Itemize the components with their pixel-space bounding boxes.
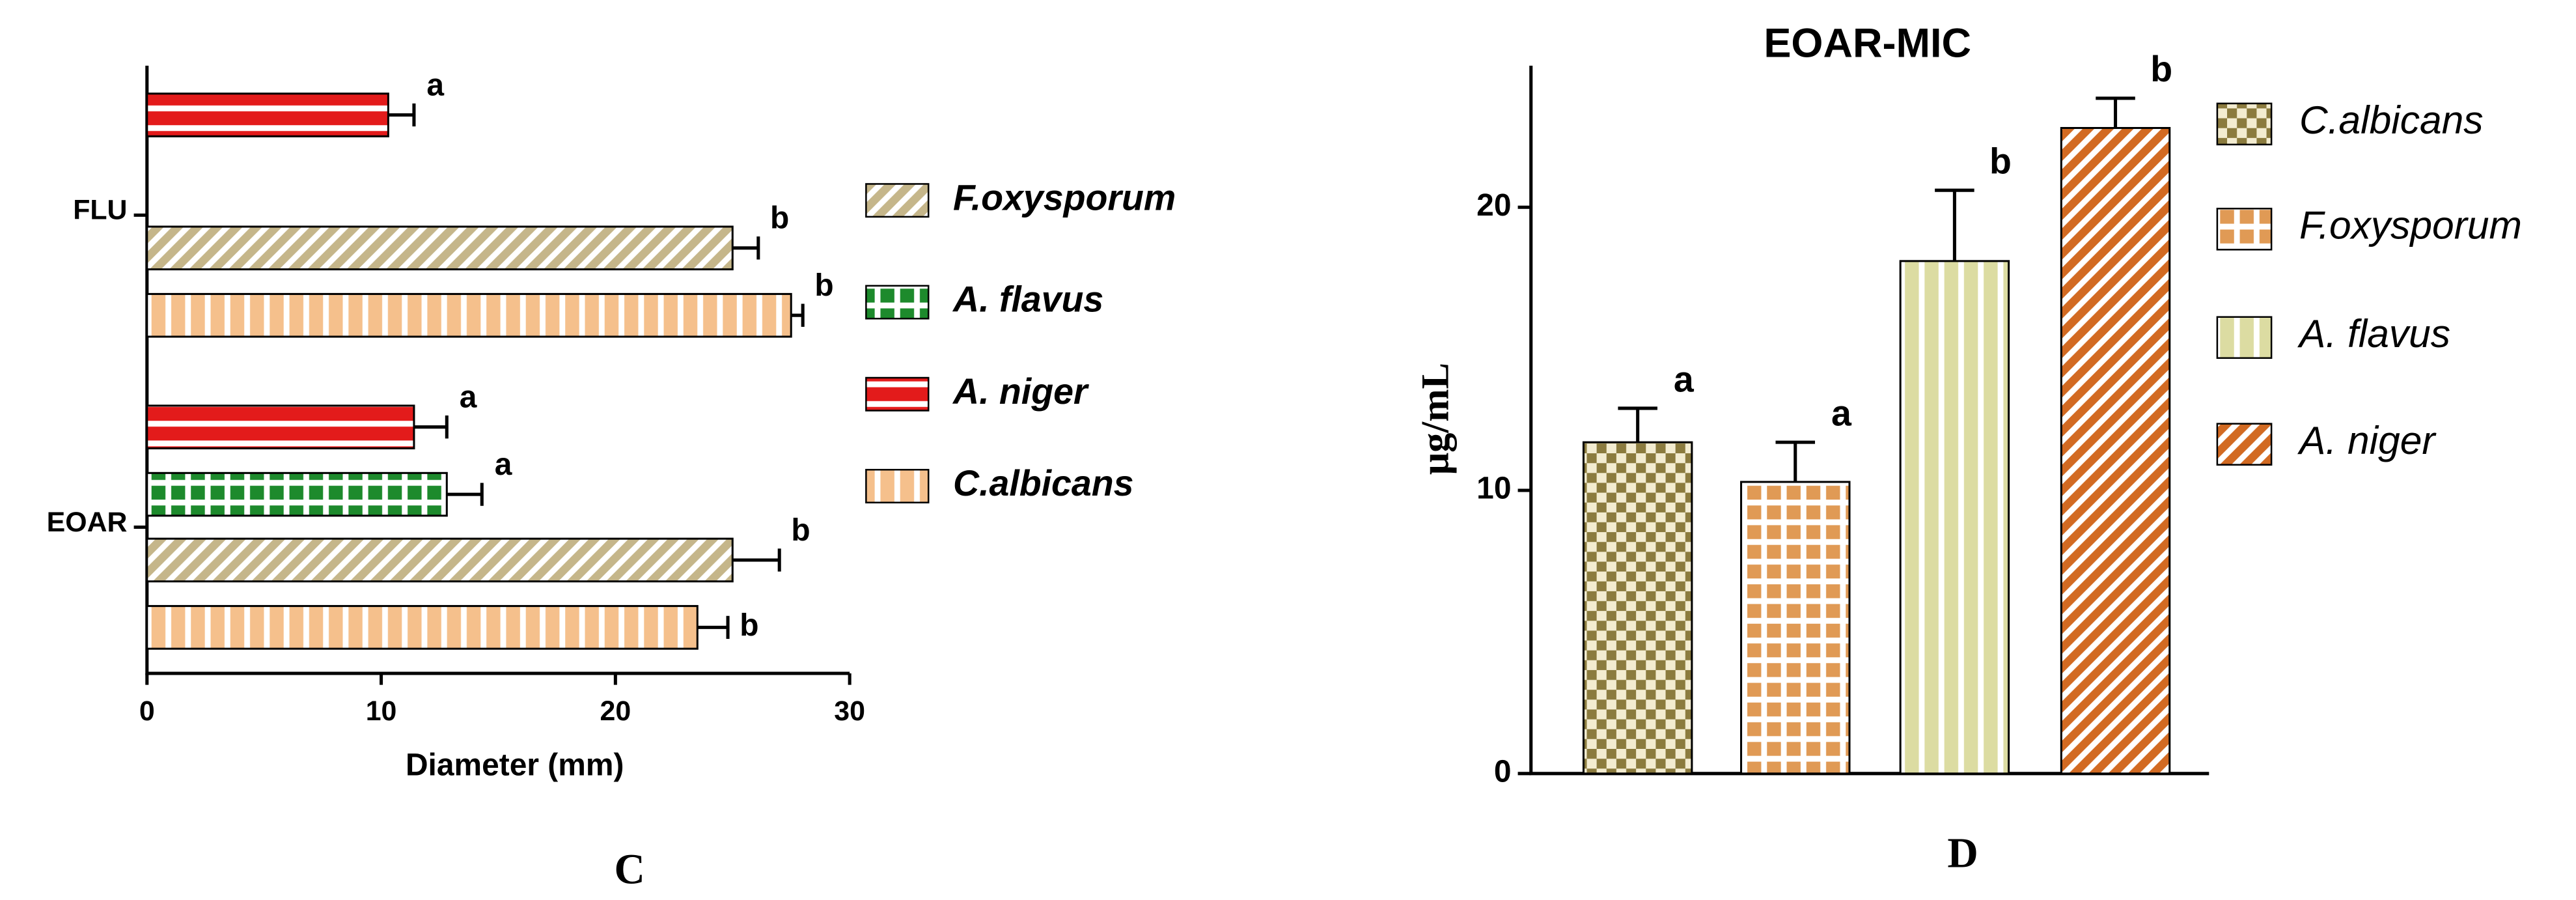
- legend-label: A. niger: [952, 371, 1090, 412]
- x-tick-label: 10: [366, 696, 397, 727]
- significance-letter: b: [2150, 49, 2172, 89]
- y-axis-label: μg/mL: [1413, 363, 1457, 475]
- error-bar: [413, 415, 449, 439]
- legend-swatch: [2216, 102, 2273, 146]
- error-bar: [732, 236, 760, 260]
- bar: [146, 92, 389, 137]
- y-tick-label: FLU: [73, 195, 127, 226]
- legend-swatch: [865, 285, 930, 320]
- x-tick-label: 20: [600, 696, 631, 727]
- significance-letter: b: [814, 268, 833, 303]
- bar: [146, 292, 792, 338]
- x-tick-label: 30: [834, 696, 865, 727]
- legend-label: A. flavus: [2297, 311, 2450, 356]
- panel-label: C: [615, 847, 645, 893]
- bar: [2060, 127, 2171, 775]
- significance-letter: b: [1989, 141, 2012, 181]
- bar: [146, 605, 699, 650]
- error-bar: [1618, 406, 1657, 443]
- legend-label: A. flavus: [952, 279, 1103, 320]
- error-bar: [791, 303, 805, 327]
- error-bar: [388, 103, 416, 127]
- significance-letter: b: [791, 513, 810, 548]
- y-tick-label: 0: [1494, 754, 1512, 789]
- significance-letter: b: [740, 608, 758, 643]
- legend-label: F.oxysporum: [953, 177, 1176, 218]
- panel-label: D: [1947, 830, 1978, 877]
- error-bar: [2096, 96, 2135, 128]
- significance-letter: b: [770, 201, 789, 236]
- legend-label: C.albicans: [953, 463, 1133, 503]
- legend-swatch: [2216, 423, 2273, 466]
- chart-title: EOAR-MIC: [1764, 20, 1971, 66]
- legend-label: A. niger: [2297, 418, 2437, 462]
- significance-letter: a: [426, 68, 444, 102]
- y-tick-label: 10: [1476, 471, 1511, 506]
- significance-letter: a: [460, 380, 477, 414]
- bar: [146, 537, 734, 583]
- significance-letter: a: [495, 447, 512, 482]
- bar: [1582, 441, 1693, 775]
- legend-label: C.albicans: [2299, 98, 2484, 142]
- y-tick-label: EOAR: [47, 507, 128, 538]
- legend-label: F.oxysporum: [2299, 203, 2522, 247]
- x-tick-label: 0: [139, 696, 155, 727]
- bar: [1740, 481, 1851, 775]
- legend-swatch: [2216, 208, 2273, 251]
- x-axis-label: Diameter (mm): [406, 748, 624, 782]
- bar: [146, 404, 415, 449]
- significance-letter: a: [1831, 393, 1852, 433]
- error-bar: [1775, 440, 1816, 482]
- legend-swatch: [865, 376, 930, 412]
- legend-swatch: [865, 469, 930, 503]
- legend-swatch: [865, 183, 930, 218]
- bar: [146, 471, 448, 517]
- y-tick-label: 20: [1476, 188, 1511, 223]
- error-bar: [697, 615, 730, 640]
- error-bar: [447, 483, 484, 506]
- error-bar: [732, 548, 781, 572]
- error-bar: [1935, 188, 1974, 261]
- bar: [146, 225, 734, 271]
- legend-swatch: [2216, 316, 2273, 359]
- significance-letter: a: [1674, 359, 1695, 399]
- bar: [1899, 260, 2010, 775]
